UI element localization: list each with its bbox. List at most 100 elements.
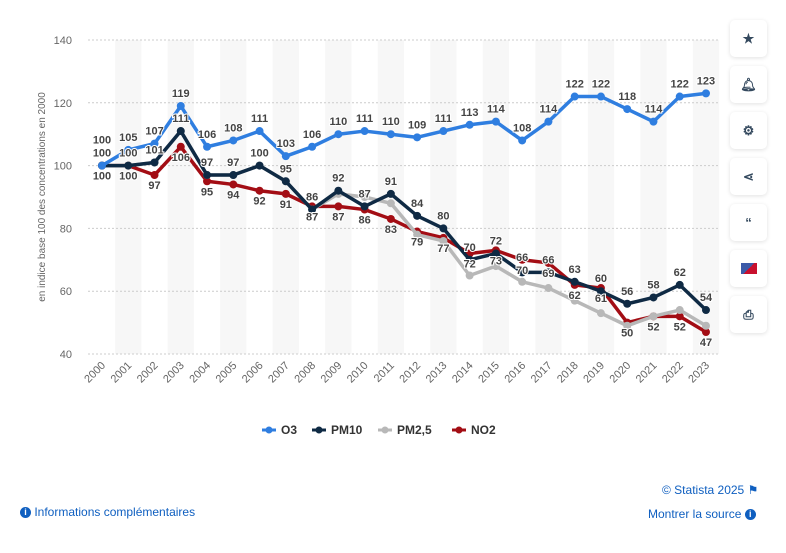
data-point bbox=[623, 105, 632, 114]
data-point bbox=[386, 199, 395, 208]
line-chart: 40 60 80 100 120 140 en indice base 100 des co… bbox=[37, 35, 720, 437]
star-icon[interactable]: ★ bbox=[730, 20, 767, 57]
band bbox=[640, 40, 667, 354]
data-label: 100 bbox=[119, 171, 137, 183]
info-link[interactable]: i Informations complémentaires bbox=[20, 505, 195, 519]
data-point bbox=[649, 312, 658, 321]
data-point bbox=[491, 117, 500, 126]
gear-icon[interactable]: ⚙ bbox=[730, 112, 767, 149]
data-point bbox=[386, 214, 395, 223]
data-label: 79 bbox=[411, 237, 423, 249]
copyright[interactable]: © Statista 2025 ⚑ bbox=[662, 483, 758, 497]
data-label: 63 bbox=[569, 264, 581, 276]
data-point bbox=[649, 117, 658, 126]
data-point bbox=[570, 296, 579, 305]
x-tick-label: 2019 bbox=[581, 360, 607, 386]
data-point bbox=[596, 309, 605, 318]
data-point bbox=[439, 224, 448, 233]
data-label: 61 bbox=[595, 293, 607, 305]
legend-label: PM10 bbox=[331, 423, 363, 437]
data-label: 70 bbox=[516, 265, 528, 277]
data-point bbox=[203, 171, 212, 180]
data-point bbox=[334, 186, 343, 195]
legend-marker bbox=[265, 426, 273, 434]
data-point bbox=[544, 258, 553, 267]
data-point bbox=[701, 328, 710, 337]
flag-icon[interactable] bbox=[730, 250, 767, 287]
data-point bbox=[701, 306, 710, 315]
y-tick-label: 120 bbox=[54, 98, 72, 110]
data-label: 100 bbox=[93, 135, 111, 147]
data-label: 110 bbox=[329, 116, 347, 128]
data-label: 105 bbox=[119, 132, 137, 144]
data-label: 87 bbox=[306, 211, 318, 223]
band bbox=[430, 40, 457, 354]
data-label: 84 bbox=[411, 198, 424, 210]
data-label: 100 bbox=[250, 148, 268, 160]
info-text: Informations complémentaires bbox=[34, 505, 196, 519]
data-point bbox=[176, 142, 185, 151]
share-icon[interactable]: ⋖ bbox=[730, 158, 767, 195]
data-point bbox=[465, 120, 474, 129]
x-tick-label: 2015 bbox=[476, 360, 502, 386]
data-point bbox=[334, 130, 343, 139]
legend-marker bbox=[455, 426, 463, 434]
data-label: 103 bbox=[277, 138, 295, 150]
source-link[interactable]: Montrer la source i bbox=[648, 507, 756, 521]
series-line-O3 bbox=[101, 91, 707, 168]
data-label: 87 bbox=[332, 211, 344, 223]
data-label: 92 bbox=[332, 173, 344, 185]
data-point bbox=[518, 268, 527, 277]
x-tick-label: 2000 bbox=[82, 360, 108, 386]
x-tick-label: 2021 bbox=[634, 360, 660, 386]
data-label: 122 bbox=[566, 79, 584, 91]
data-point bbox=[413, 230, 422, 239]
data-label: 70 bbox=[464, 242, 476, 254]
data-label: 101 bbox=[145, 144, 163, 156]
band bbox=[115, 40, 142, 354]
data-label: 100 bbox=[93, 148, 111, 160]
data-point bbox=[675, 306, 684, 315]
data-label: 95 bbox=[280, 163, 292, 175]
quote-icon[interactable]: “ bbox=[730, 204, 767, 241]
data-point bbox=[518, 277, 527, 286]
data-label: 122 bbox=[671, 79, 689, 91]
data-point bbox=[518, 136, 527, 145]
data-point bbox=[150, 171, 159, 180]
data-point bbox=[386, 189, 395, 198]
data-label: 111 bbox=[435, 113, 452, 125]
data-point bbox=[413, 211, 422, 220]
data-label: 92 bbox=[253, 196, 265, 208]
data-label: 72 bbox=[464, 259, 476, 271]
data-label: 111 bbox=[172, 113, 189, 125]
data-label: 83 bbox=[385, 224, 397, 236]
x-tick-label: 2013 bbox=[424, 360, 450, 386]
data-label: 97 bbox=[148, 180, 160, 192]
x-tick-label: 2016 bbox=[502, 360, 528, 386]
x-tick-label: 2017 bbox=[529, 360, 555, 386]
data-label: 106 bbox=[198, 129, 216, 141]
y-tick-label: 80 bbox=[60, 223, 72, 235]
data-label: 56 bbox=[621, 286, 633, 298]
data-point bbox=[255, 186, 264, 195]
data-label: 111 bbox=[356, 113, 373, 125]
data-label: 77 bbox=[437, 243, 449, 255]
data-point bbox=[596, 92, 605, 101]
data-label: 94 bbox=[227, 189, 240, 201]
data-label: 108 bbox=[224, 122, 242, 134]
y-tick-label: 140 bbox=[54, 35, 72, 47]
bell-icon[interactable]: 🔔︎ bbox=[730, 66, 767, 103]
data-point bbox=[281, 177, 290, 186]
data-point bbox=[176, 101, 185, 110]
data-label: 87 bbox=[358, 188, 370, 200]
x-tick-label: 2002 bbox=[135, 360, 161, 386]
data-point bbox=[308, 205, 317, 214]
data-point bbox=[623, 299, 632, 308]
print-icon[interactable]: ⎙ bbox=[730, 296, 767, 333]
band bbox=[220, 40, 247, 354]
data-label: 73 bbox=[490, 255, 502, 267]
data-label: 97 bbox=[201, 157, 213, 169]
x-tick-label: 2020 bbox=[608, 360, 634, 386]
data-point bbox=[203, 142, 212, 151]
data-label: 72 bbox=[490, 236, 502, 248]
